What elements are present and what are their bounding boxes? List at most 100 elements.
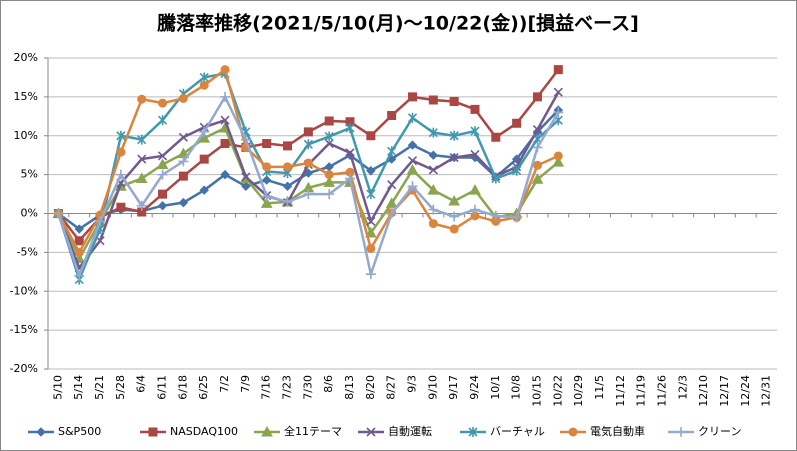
x-tick-label: 8/6	[322, 375, 335, 393]
x-tick-label: 7/9	[239, 375, 252, 393]
data-marker	[157, 115, 168, 126]
data-marker	[199, 154, 209, 164]
data-marker	[283, 162, 293, 172]
data-marker	[366, 131, 376, 141]
x-tick-label: 7/23	[281, 375, 294, 400]
x-tick-label: 6/18	[176, 375, 189, 400]
data-marker	[470, 211, 480, 221]
x-tick-label: 8/20	[364, 375, 377, 400]
x-tick-label: 5/14	[72, 375, 85, 400]
data-marker	[283, 141, 293, 151]
data-marker	[261, 191, 272, 202]
legend-marker	[468, 427, 478, 437]
data-marker	[240, 134, 251, 145]
data-marker	[428, 165, 438, 175]
data-marker	[220, 139, 230, 149]
data-marker	[303, 158, 313, 168]
data-marker	[449, 152, 459, 163]
data-marker	[449, 130, 459, 141]
data-marker	[74, 224, 84, 234]
x-tick-label: 11/5	[593, 375, 606, 400]
data-marker	[220, 65, 230, 75]
x-tick-label: 9/3	[406, 375, 419, 393]
data-marker	[220, 115, 230, 125]
data-marker	[156, 158, 169, 170]
x-tick-label: 10/22	[551, 375, 564, 407]
y-tick-label: -10%	[10, 284, 38, 297]
legend-marker	[366, 427, 376, 437]
data-marker	[178, 93, 188, 103]
legend-marker	[148, 427, 158, 437]
data-marker	[428, 219, 438, 229]
x-tick-label: 9/24	[468, 375, 481, 400]
legend-label: S&P500	[58, 425, 101, 438]
data-marker	[469, 184, 481, 195]
data-marker	[387, 111, 397, 121]
data-marker	[365, 269, 376, 280]
x-tick-label: 9/17	[447, 375, 460, 400]
chart-title: 騰落率推移(2021/5/10(月)～10/22(金))[損益ベース]	[156, 12, 639, 35]
data-marker	[553, 87, 563, 97]
data-marker	[303, 139, 313, 150]
data-marker	[324, 138, 334, 149]
data-marker	[531, 173, 544, 184]
x-tick-label: 11/12	[614, 375, 627, 407]
x-tick-label: 7/16	[260, 375, 273, 400]
x-tick-label: 11/26	[655, 375, 668, 407]
data-marker	[303, 189, 314, 200]
data-marker	[95, 216, 106, 227]
data-marker	[407, 112, 418, 123]
data-marker	[241, 172, 251, 182]
data-marker	[260, 197, 273, 208]
data-marker	[199, 185, 209, 195]
data-marker	[262, 162, 272, 172]
y-tick-label: 5%	[21, 168, 38, 181]
x-tick-label: 10/29	[572, 375, 585, 407]
x-tick-label: 7/2	[218, 375, 231, 393]
data-marker	[157, 169, 168, 180]
data-marker	[553, 107, 564, 118]
data-marker	[345, 167, 355, 177]
x-tick-label: 12/17	[718, 375, 731, 407]
data-marker	[532, 92, 542, 102]
data-marker	[220, 91, 231, 102]
data-marker	[553, 151, 563, 161]
data-marker	[428, 127, 438, 138]
x-tick-label: 5/28	[114, 375, 127, 400]
legend-marker	[36, 427, 46, 437]
data-marker	[512, 165, 522, 176]
data-marker	[199, 80, 209, 90]
data-marker	[178, 132, 188, 142]
data-marker	[137, 154, 147, 164]
legend-label: バーチャル	[490, 425, 545, 438]
data-marker	[491, 216, 501, 226]
x-tick-label: 9/10	[426, 375, 439, 400]
data-marker	[137, 134, 147, 145]
legend-marker	[568, 427, 578, 437]
legend-label: NASDAQ100	[170, 425, 238, 438]
data-marker	[282, 181, 293, 191]
data-marker	[428, 95, 438, 105]
data-marker	[282, 196, 293, 207]
x-tick-label: 10/15	[530, 375, 543, 407]
data-marker	[407, 156, 418, 166]
data-marker	[345, 122, 355, 133]
legend-marker	[261, 425, 273, 437]
data-marker	[199, 126, 210, 137]
data-marker	[532, 160, 542, 170]
x-tick-label: 8/13	[343, 375, 356, 400]
data-marker	[385, 197, 398, 208]
data-marker	[366, 243, 376, 253]
y-tick-label: 20%	[14, 51, 38, 64]
data-marker	[366, 216, 376, 226]
x-tick-label: 12/31	[760, 375, 773, 407]
x-tick-label: 12/10	[697, 375, 710, 407]
data-marker	[116, 147, 126, 157]
x-tick-label: 8/27	[385, 375, 398, 400]
data-marker	[408, 92, 417, 102]
data-marker	[303, 127, 313, 137]
data-marker	[449, 211, 460, 222]
data-marker	[407, 181, 418, 192]
data-marker	[135, 172, 148, 184]
